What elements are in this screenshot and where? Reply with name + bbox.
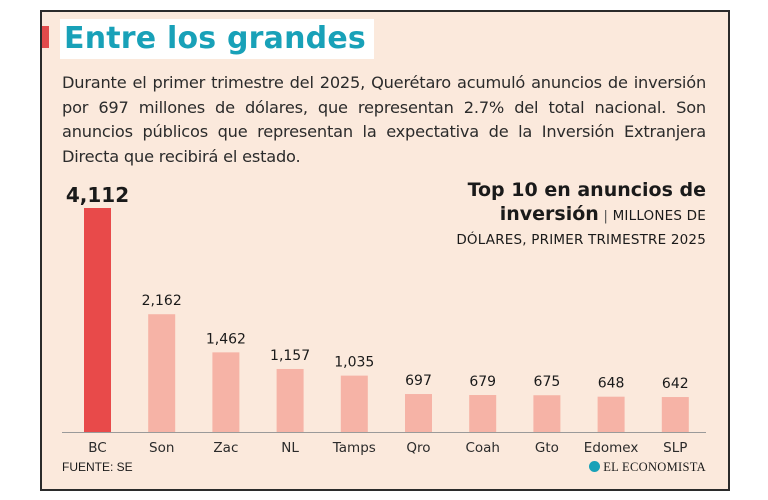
- headline-accent-bar: [42, 26, 49, 48]
- value-label-tamps: 1,035: [334, 355, 374, 371]
- bar-tamps: [340, 375, 368, 432]
- brand-icon: [589, 461, 601, 472]
- value-label-zac: 1,462: [206, 331, 246, 347]
- bar-qro: [405, 394, 432, 432]
- value-label-edomex: 648: [598, 376, 625, 392]
- category-label-son: Son: [149, 440, 174, 456]
- category-label-qro: Qro: [406, 440, 430, 456]
- chart-title-line1: Top 10 en anuncios de: [467, 179, 706, 201]
- description-text: Durante el primer trimestre del 2025, Qu…: [62, 73, 706, 166]
- category-label-bc: BC: [88, 440, 106, 456]
- bar-gto: [533, 395, 561, 432]
- brand-logo: EL ECONOMISTA: [589, 460, 706, 475]
- category-label-slp: SLP: [663, 440, 687, 456]
- bar-coah: [469, 395, 497, 432]
- bar-son: [148, 314, 176, 432]
- category-label-nl: NL: [281, 440, 299, 456]
- chart-title: Top 10 en anuncios de inversión | MILLON…: [456, 178, 706, 252]
- bar-slp: [661, 397, 689, 432]
- category-label-zac: Zac: [213, 440, 238, 456]
- source-note: FUENTE: SE: [62, 460, 133, 474]
- bar-bc: [84, 208, 111, 432]
- category-label-gto: Gto: [535, 440, 559, 456]
- bar-zac: [212, 352, 240, 432]
- category-label-coah: Coah: [465, 440, 500, 456]
- chart-title-line3: DÓLARES, PRIMER TRIMESTRE 2025: [456, 232, 706, 248]
- value-label-gto: 675: [534, 374, 561, 390]
- value-label-son: 2,162: [142, 293, 182, 309]
- value-label-nl: 1,157: [270, 348, 310, 364]
- category-label-edomex: Edomex: [584, 440, 639, 456]
- chart-title-bold: inversión: [499, 203, 599, 225]
- category-label-tamps: Tamps: [332, 440, 376, 456]
- value-label-slp: 642: [662, 376, 689, 392]
- brand-name: EL ECONOMISTA: [603, 460, 706, 474]
- bar-edomex: [597, 396, 625, 432]
- chart-title-units: MILLONES DE: [612, 208, 706, 224]
- value-label-bc: 4,112: [66, 183, 129, 207]
- chart-title-separator: |: [603, 208, 609, 224]
- value-label-coah: 679: [469, 374, 496, 390]
- value-label-qro: 697: [405, 373, 432, 389]
- headline: Entre los grandes: [60, 19, 374, 59]
- bar-nl: [276, 368, 304, 432]
